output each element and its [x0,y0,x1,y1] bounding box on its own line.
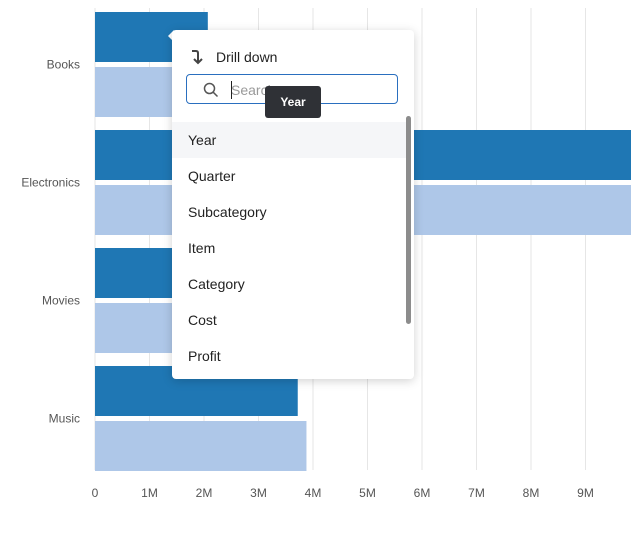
menu-item-item[interactable]: Item [188,240,216,256]
bar-movies-series-1[interactable] [95,248,175,298]
x-tick-label: 0 [92,486,99,500]
text-cursor [231,81,232,99]
menu-item-profit[interactable]: Profit [188,348,221,364]
drill-down-header: Drill down [188,46,277,68]
scrollbar[interactable] [406,116,411,324]
x-tick-label: 6M [414,486,431,500]
menu-item-cost[interactable]: Cost [188,312,217,328]
x-tick-label: 4M [305,486,322,500]
tooltip: Year [265,86,321,118]
bar-music-series-2[interactable] [95,421,307,471]
x-tick-label: 1M [141,486,158,500]
y-category-label: Books [47,58,80,72]
menu-item-year[interactable]: Year [172,122,406,158]
search-icon [203,82,219,98]
x-tick-label: 9M [577,486,594,500]
x-tick-label: 5M [359,486,376,500]
drill-menu-caret [168,30,174,42]
y-category-label: Electronics [21,176,80,190]
drill-down-title: Drill down [216,49,278,65]
x-tick-label: 3M [250,486,267,500]
y-axis-labels: Books Electronics Movies Music [21,58,80,426]
menu-item-quarter[interactable]: Quarter [188,168,236,184]
x-axis-labels: 01M2M3M4M5M6M7M8M9M1 [92,486,594,500]
bar-movies-series-2[interactable] [95,303,175,353]
y-category-label: Movies [42,294,80,308]
y-category-label: Music [49,412,80,426]
x-tick-label: 8M [523,486,540,500]
menu-item-subcategory[interactable]: Subcategory [188,204,267,220]
menu-item-category[interactable]: Category [188,276,245,292]
x-tick-label: 2M [196,486,213,500]
drill-options-list: Year Quarter Subcategory Item Category Cost Pr… [172,122,406,374]
x-tick-label: 7M [468,486,485,500]
drill-down-menu: Drill down Year Quarter Subcategory Item Cat… [172,30,414,379]
drill-down-arrow-icon [192,50,203,65]
